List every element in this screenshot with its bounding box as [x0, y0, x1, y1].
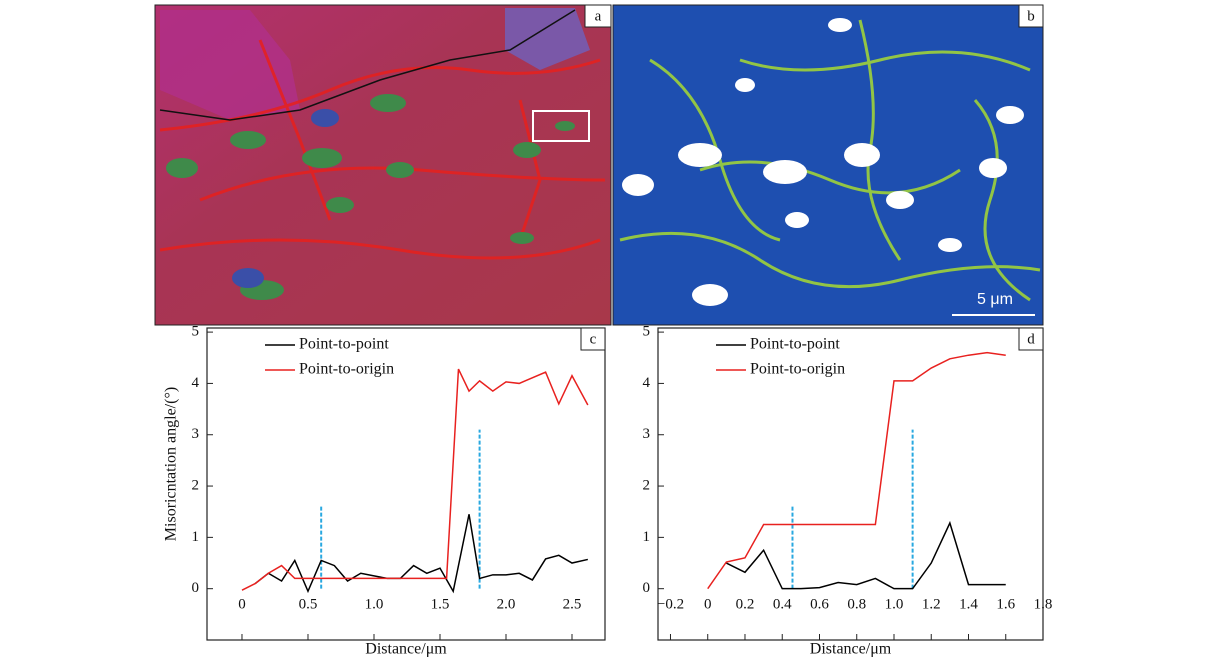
y-tick-label: 4: [192, 375, 200, 391]
x-tick-label: 0.6: [810, 596, 829, 612]
y-tick-label: 1: [643, 529, 651, 545]
x-tick-label: 0.8: [847, 596, 866, 612]
plot-frame: [657, 327, 1044, 641]
y-tick-label: 3: [643, 426, 651, 442]
x-tick-label: 0.2: [736, 596, 755, 612]
data-line: [241, 368, 589, 591]
x-tick-label: 2.5: [563, 596, 582, 612]
x-axis-label: Distance/μm: [365, 641, 447, 658]
x-tick-label: 1.8: [1034, 596, 1053, 612]
panel-label: c: [590, 331, 597, 347]
x-tick-label: 1.6: [996, 596, 1015, 612]
y-axis-label: Misoricntation angle/(°): [163, 387, 180, 541]
x-tick-label: −0.2: [657, 596, 684, 612]
x-tick-label: 1.2: [922, 596, 941, 612]
panel-label-box: [1018, 327, 1044, 351]
panel-label: b: [1027, 8, 1035, 24]
y-tick-label: 3: [192, 426, 200, 442]
x-tick-label: 0: [238, 596, 246, 612]
legend-label: Point-to-point: [750, 336, 840, 353]
panel-label-box: [580, 327, 606, 351]
data-line: [726, 520, 1006, 590]
x-tick-label: 1.4: [959, 596, 978, 612]
panel-label: a: [595, 8, 602, 24]
legend-label: Point-to-point: [299, 336, 389, 353]
legend-label: Point-to-origin: [750, 361, 845, 378]
x-tick-label: 0.5: [299, 596, 318, 612]
y-tick-label: 0: [192, 580, 200, 596]
y-tick-label: 4: [643, 375, 651, 391]
x-tick-label: 1.0: [365, 596, 384, 612]
plot-frame: [206, 327, 606, 641]
panel-b-image: b 5 μm: [612, 4, 1044, 326]
data-line: [254, 514, 589, 594]
x-tick-label: 1.0: [885, 596, 904, 612]
y-tick-label: 2: [192, 477, 200, 493]
y-tick-label: 0: [643, 580, 651, 596]
y-tick-label: 5: [643, 324, 651, 340]
panel-label: d: [1027, 331, 1035, 347]
x-tick-label: 1.5: [431, 596, 450, 612]
scale-bar-label: 5 μm: [977, 291, 1013, 308]
panel-a-image: a: [154, 4, 612, 326]
y-tick-label: 2: [643, 477, 651, 493]
data-line: [707, 351, 1006, 590]
y-tick-label: 1: [192, 529, 200, 545]
x-tick-label: 2.0: [497, 596, 516, 612]
y-tick-label: 5: [192, 324, 200, 340]
x-tick-label: 0.4: [773, 596, 792, 612]
legend-label: Point-to-origin: [299, 361, 394, 378]
x-tick-label: 0: [704, 596, 712, 612]
x-axis-label: Distance/μm: [810, 641, 892, 658]
